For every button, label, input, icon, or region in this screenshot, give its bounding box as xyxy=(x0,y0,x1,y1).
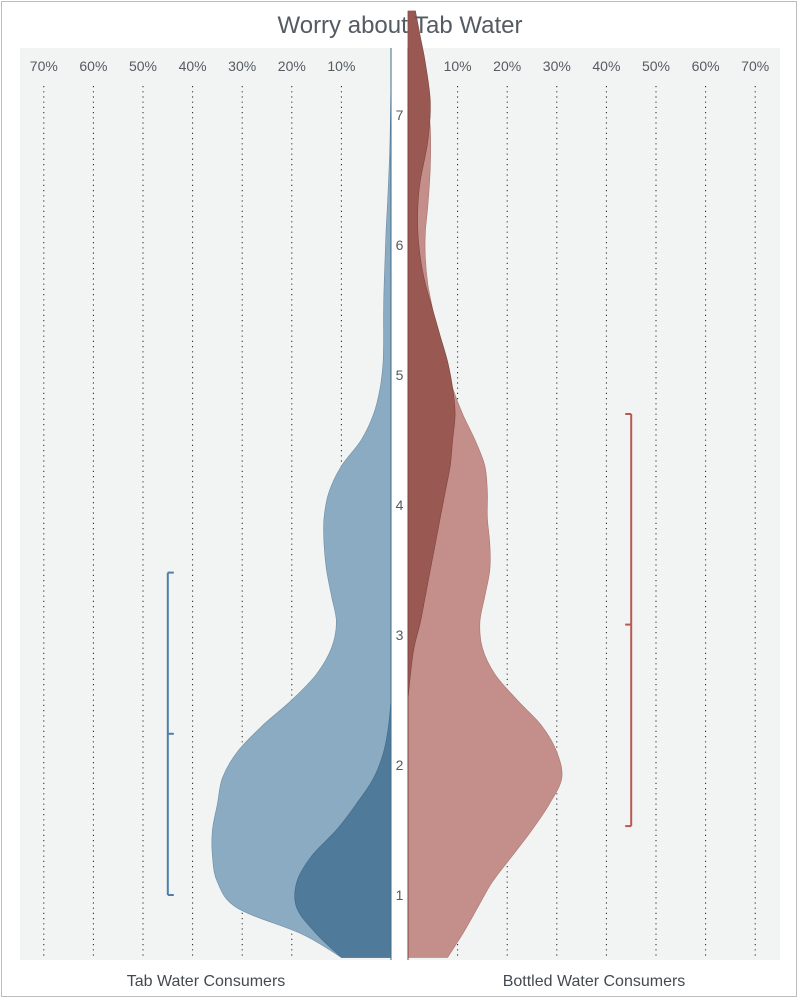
y-tick-label-5: 5 xyxy=(396,367,404,383)
x-tick-label-left-50: 50% xyxy=(129,58,157,74)
group-label-bottled-water: Bottled Water Consumers xyxy=(503,973,686,990)
x-tick-label-right-30: 30% xyxy=(543,58,571,74)
y-tick-label-3: 3 xyxy=(396,627,404,643)
violin-tab-water-inner xyxy=(294,699,392,958)
x-tick-label-left-60: 60% xyxy=(79,58,107,74)
x-tick-label-left-20: 20% xyxy=(278,58,306,74)
x-tick-label-left-40: 40% xyxy=(179,58,207,74)
violin-bottled-water-outer xyxy=(407,10,563,958)
y-tick-label-1: 1 xyxy=(396,887,404,903)
labels: Worry about Tab Water Tab Water Consumer… xyxy=(127,12,686,990)
y-tick-label-2: 2 xyxy=(396,757,404,773)
x-tick-label-right-50: 50% xyxy=(642,58,670,74)
violins xyxy=(211,10,563,958)
violin-tab-water-outer xyxy=(211,75,392,958)
x-tick-label-left-30: 30% xyxy=(228,58,256,74)
x-tick-label-right-60: 60% xyxy=(692,58,720,74)
x-tick-label-left-10: 10% xyxy=(327,58,355,74)
axes: 10% 10% 20% 20% 30% 30% 40% 40% 50% 50% 60% 60% 70% 7… xyxy=(30,48,769,960)
y-tick-label-7: 7 xyxy=(396,107,404,123)
x-tick-label-left-70: 70% xyxy=(30,58,58,74)
x-tick-label-right-40: 40% xyxy=(592,58,620,74)
x-tick-label-right-20: 20% xyxy=(493,58,521,74)
y-tick-label-4: 4 xyxy=(396,497,404,513)
group-label-tab-water: Tab Water Consumers xyxy=(127,973,286,990)
x-tick-label-right-70: 70% xyxy=(741,58,769,74)
bracket-tab-water xyxy=(166,571,174,896)
bracket-bottled-water xyxy=(625,413,633,828)
violin-bottled-water-inner xyxy=(407,10,456,701)
chart-title: Worry about Tab Water xyxy=(278,12,523,39)
x-tick-label-right-10: 10% xyxy=(444,58,472,74)
y-tick-label-6: 6 xyxy=(396,237,404,253)
